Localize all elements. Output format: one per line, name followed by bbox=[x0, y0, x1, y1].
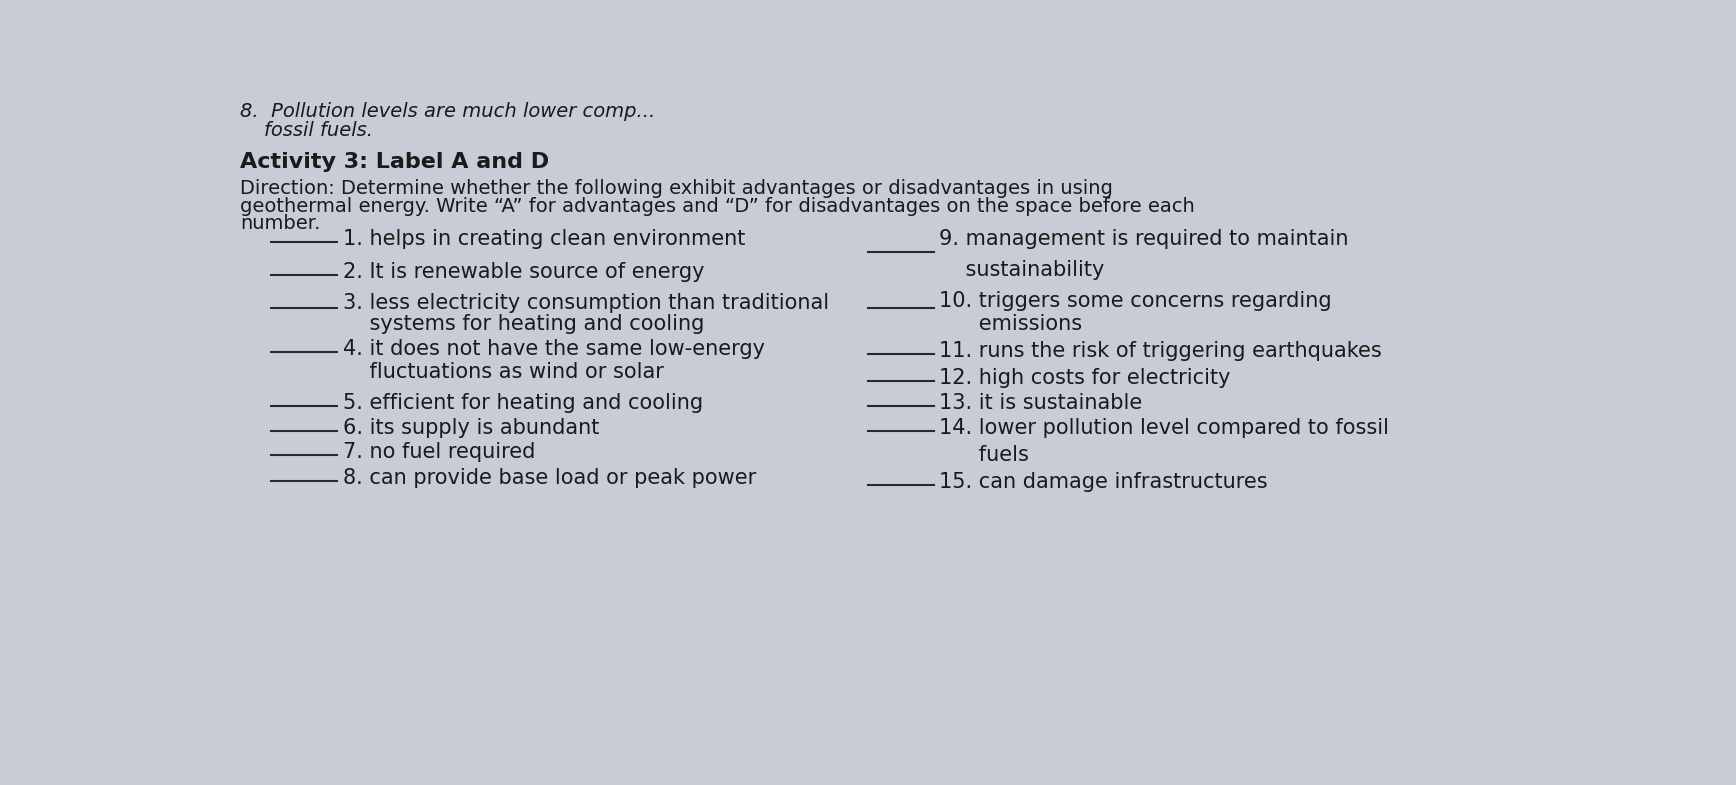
Text: 8. can provide base load or peak power: 8. can provide base load or peak power bbox=[342, 468, 755, 487]
Text: 4. it does not have the same low-energy: 4. it does not have the same low-energy bbox=[342, 339, 764, 359]
Text: emissions: emissions bbox=[939, 314, 1083, 334]
Text: 1. helps in creating clean environment: 1. helps in creating clean environment bbox=[342, 229, 745, 249]
Text: 14. lower pollution level compared to fossil: 14. lower pollution level compared to fo… bbox=[939, 418, 1389, 437]
Text: sustainability: sustainability bbox=[939, 260, 1104, 279]
Text: 11. runs the risk of triggering earthquakes: 11. runs the risk of triggering earthqua… bbox=[939, 341, 1382, 360]
Text: fluctuations as wind or solar: fluctuations as wind or solar bbox=[342, 362, 663, 382]
Text: 9. management is required to maintain: 9. management is required to maintain bbox=[939, 229, 1349, 249]
Text: 6. its supply is abundant: 6. its supply is abundant bbox=[342, 418, 599, 437]
Text: 8.  Pollution levels are much lower comp...: 8. Pollution levels are much lower comp.… bbox=[240, 102, 656, 121]
Text: 13. it is sustainable: 13. it is sustainable bbox=[939, 393, 1142, 413]
Text: fossil fuels.: fossil fuels. bbox=[264, 121, 373, 141]
Text: 5. efficient for heating and cooling: 5. efficient for heating and cooling bbox=[342, 393, 703, 413]
Text: geothermal energy. Write “A” for advantages and “D” for disadvantages on the spa: geothermal energy. Write “A” for advanta… bbox=[240, 196, 1194, 216]
Text: 7. no fuel required: 7. no fuel required bbox=[342, 442, 535, 462]
Text: 12. high costs for electricity: 12. high costs for electricity bbox=[939, 367, 1231, 388]
Text: Activity 3: Label A and D: Activity 3: Label A and D bbox=[240, 152, 549, 172]
Text: 15. can damage infrastructures: 15. can damage infrastructures bbox=[939, 472, 1267, 491]
Text: fuels: fuels bbox=[939, 444, 1029, 465]
Text: 2. It is renewable source of energy: 2. It is renewable source of energy bbox=[342, 262, 705, 282]
Text: 3. less electricity consumption than traditional: 3. less electricity consumption than tra… bbox=[342, 293, 828, 313]
Text: number.: number. bbox=[240, 214, 321, 233]
Text: 10. triggers some concerns regarding: 10. triggers some concerns regarding bbox=[939, 290, 1332, 311]
Text: systems for heating and cooling: systems for heating and cooling bbox=[342, 314, 703, 334]
Text: Direction: Determine whether the following exhibit advantages or disadvantages i: Direction: Determine whether the followi… bbox=[240, 179, 1113, 198]
